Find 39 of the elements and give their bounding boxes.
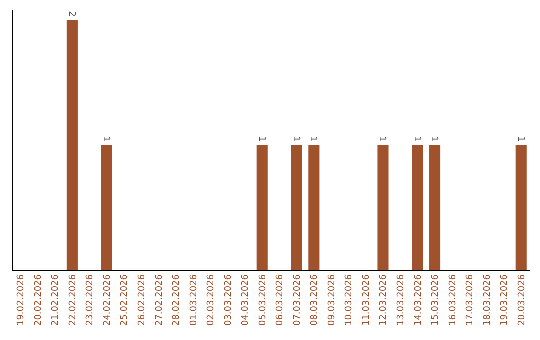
- x-tick-label: 21.02.2026: [51, 274, 62, 326]
- x-tick-label: 17.03.2026: [466, 274, 476, 326]
- x-tick-label: 02.03.2026: [206, 274, 217, 326]
- data-label: 1: [256, 136, 266, 142]
- data-label: 1: [515, 136, 526, 142]
- data-label: 2: [66, 11, 76, 17]
- data-label: 1: [412, 136, 422, 142]
- data-label: 1: [290, 136, 301, 142]
- data-label: 1: [377, 136, 388, 142]
- x-tick-label: 27.02.2026: [154, 274, 165, 326]
- x-tick-label: 01.03.2026: [189, 274, 200, 326]
- x-tick-label: 09.03.2026: [327, 274, 338, 326]
- x-tick-label: 11.03.2026: [362, 274, 372, 326]
- x-tick-label: 04.03.2026: [241, 274, 252, 326]
- x-tick-label: 20.02.2026: [34, 274, 44, 326]
- x-tick-label: 07.03.2026: [292, 274, 303, 326]
- x-tick-label: 16.03.2026: [448, 274, 458, 326]
- x-tick-label: 20.03.2026: [517, 274, 528, 326]
- x-tick-label: 03.03.2026: [224, 274, 234, 326]
- x-tick-label: 28.02.2026: [172, 274, 182, 326]
- x-tick-label: 13.03.2026: [396, 274, 406, 326]
- x-tick-label: 25.02.2026: [120, 274, 130, 326]
- x-tick-label: 06.03.2026: [276, 274, 286, 326]
- x-tick-label: 19.03.2026: [500, 274, 510, 326]
- data-label: 1: [308, 136, 318, 142]
- x-tick-label: 19.02.2026: [16, 274, 27, 326]
- data-label: 1: [429, 136, 440, 142]
- x-tick-label: 10.03.2026: [344, 274, 355, 326]
- x-tick-label: 08.03.2026: [310, 274, 320, 326]
- x-tick-label: 26.02.2026: [138, 274, 148, 326]
- x-tick-label: 24.02.2026: [102, 274, 113, 326]
- x-tick-label: 14.03.2026: [414, 274, 424, 326]
- x-tick-label: 15.03.2026: [431, 274, 442, 326]
- x-tick-label: 05.03.2026: [258, 274, 268, 326]
- data-label: 1: [100, 136, 111, 142]
- x-tick-label: 12.03.2026: [379, 274, 390, 326]
- x-tick-label: 23.02.2026: [86, 274, 96, 326]
- x-tick-label: 22.02.2026: [68, 274, 78, 326]
- x-tick-label: 18.03.2026: [482, 274, 493, 326]
